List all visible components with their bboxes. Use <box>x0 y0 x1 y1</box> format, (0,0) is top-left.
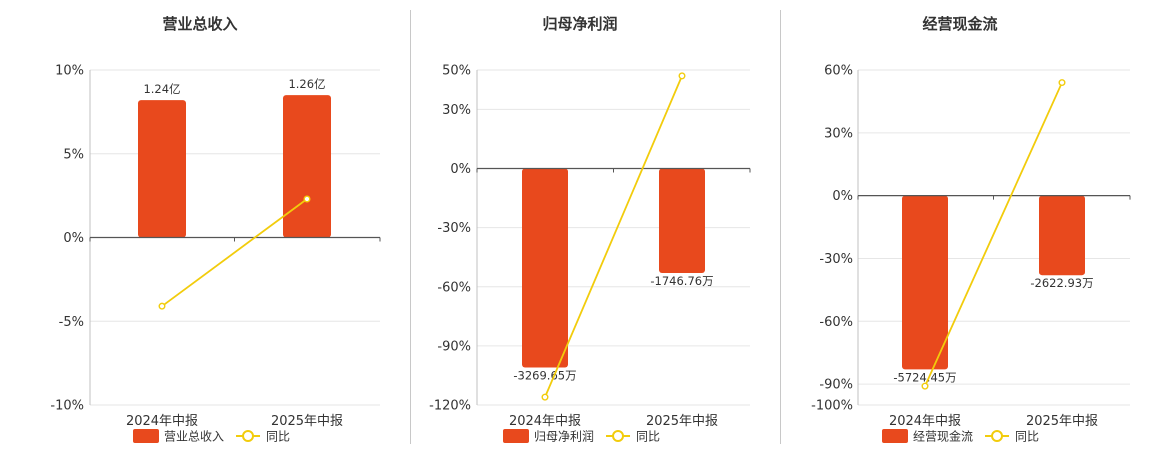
bar <box>659 168 705 273</box>
y-tick-label: 5% <box>63 147 84 162</box>
legend: 经营现金流 同比 <box>882 429 1039 444</box>
y-tick-label: -60% <box>819 315 853 330</box>
yoy-line <box>924 82 1063 387</box>
yoy-line <box>161 198 308 307</box>
legend-line-label: 同比 <box>266 430 290 444</box>
y-tick-label: -10% <box>50 399 84 414</box>
bar-data-label: -3269.65万 <box>513 369 576 383</box>
yoy-point <box>678 72 686 80</box>
legend-line-label: 同比 <box>1015 430 1039 444</box>
chart-title: 归母净利润 <box>542 15 617 33</box>
y-tick-label: -90% <box>437 339 471 354</box>
y-tick-label: -120% <box>429 399 471 414</box>
x-tick-label: 2024年中报 <box>126 414 198 429</box>
bar <box>1039 195 1085 276</box>
x-tick-label: 2024年中报 <box>509 414 581 429</box>
bar-data-label: 1.26亿 <box>288 77 325 91</box>
chart-title: 营业总收入 <box>162 15 237 33</box>
bar-data-label: -1746.76万 <box>650 274 713 288</box>
bar-data-label: -5724.45万 <box>893 370 956 384</box>
legend-line-marker <box>242 430 255 442</box>
legend-line-marker <box>612 430 625 442</box>
y-tick-label: 10% <box>55 64 84 79</box>
legend: 营业总收入 同比 <box>133 429 290 444</box>
yoy-point <box>921 382 929 390</box>
x-tick-label: 2025年中报 <box>1026 414 1098 429</box>
chart-panel-net-profit: 归母净利润 50% 30% 0% -30% -60% -90% -120% -3269.65万 -… <box>400 0 780 450</box>
y-tick-label: -30% <box>437 221 471 236</box>
y-tick-label: 60% <box>824 64 853 79</box>
chart-net-profit: 归母净利润 50% 30% 0% -30% -60% -90% -120% -3269.65万 -… <box>429 15 751 444</box>
y-tick-label: 50% <box>442 64 471 79</box>
legend-bar-label: 经营现金流 <box>913 429 973 444</box>
chart-panel-operating-cashflow: 经营现金流 60% 30% 0% -30% -60% -90% -100% -5724.45万 -… <box>780 0 1160 450</box>
panel-divider <box>780 10 781 444</box>
x-tick-label: 2024年中报 <box>889 414 961 429</box>
yoy-point <box>541 393 549 401</box>
y-tick-label: -100% <box>811 399 853 414</box>
legend-bar-swatch <box>133 429 159 443</box>
y-tick-label: 30% <box>824 126 853 141</box>
y-tick-label: -90% <box>819 378 853 393</box>
y-tick-label: 0% <box>63 231 84 246</box>
y-tick-label: 0% <box>832 189 853 204</box>
bar-data-label: -2622.93万 <box>1030 276 1093 290</box>
chart-operating-cashflow: 经营现金流 60% 30% 0% -30% -60% -90% -100% -5724.45万 -… <box>811 15 1131 444</box>
y-tick-label: -30% <box>819 252 853 267</box>
legend-line-label: 同比 <box>636 430 660 444</box>
chart-panel-revenue: 营业总收入 10% 5% 0% -5% -10% 1.24亿 1.26亿 2024年中报 2025… <box>0 0 400 450</box>
legend: 归母净利润 同比 <box>503 429 660 444</box>
bar <box>138 100 186 238</box>
bar-data-label: 1.24亿 <box>143 82 180 96</box>
y-tick-label: -5% <box>59 315 84 330</box>
chart-title: 经营现金流 <box>922 15 997 33</box>
chart-revenue: 营业总收入 10% 5% 0% -5% -10% 1.24亿 1.26亿 2024年中报 2025… <box>50 15 381 444</box>
legend-bar-label: 归母净利润 <box>534 430 594 444</box>
y-tick-label: -60% <box>437 280 471 295</box>
yoy-point <box>1058 79 1066 87</box>
legend-bar-swatch <box>882 429 908 443</box>
legend-line-marker <box>991 430 1004 442</box>
yoy-point <box>303 195 311 203</box>
bar <box>522 168 568 368</box>
bar <box>283 95 331 238</box>
x-tick-label: 2025年中报 <box>646 414 718 429</box>
y-tick-label: 30% <box>442 103 471 118</box>
panel-divider <box>410 10 411 444</box>
yoy-line <box>544 75 683 398</box>
legend-bar-label: 营业总收入 <box>164 430 224 444</box>
y-tick-label: 0% <box>450 162 471 177</box>
legend-bar-swatch <box>503 429 529 443</box>
bar <box>902 195 948 370</box>
x-tick-label: 2025年中报 <box>271 414 343 429</box>
yoy-point <box>158 302 166 310</box>
